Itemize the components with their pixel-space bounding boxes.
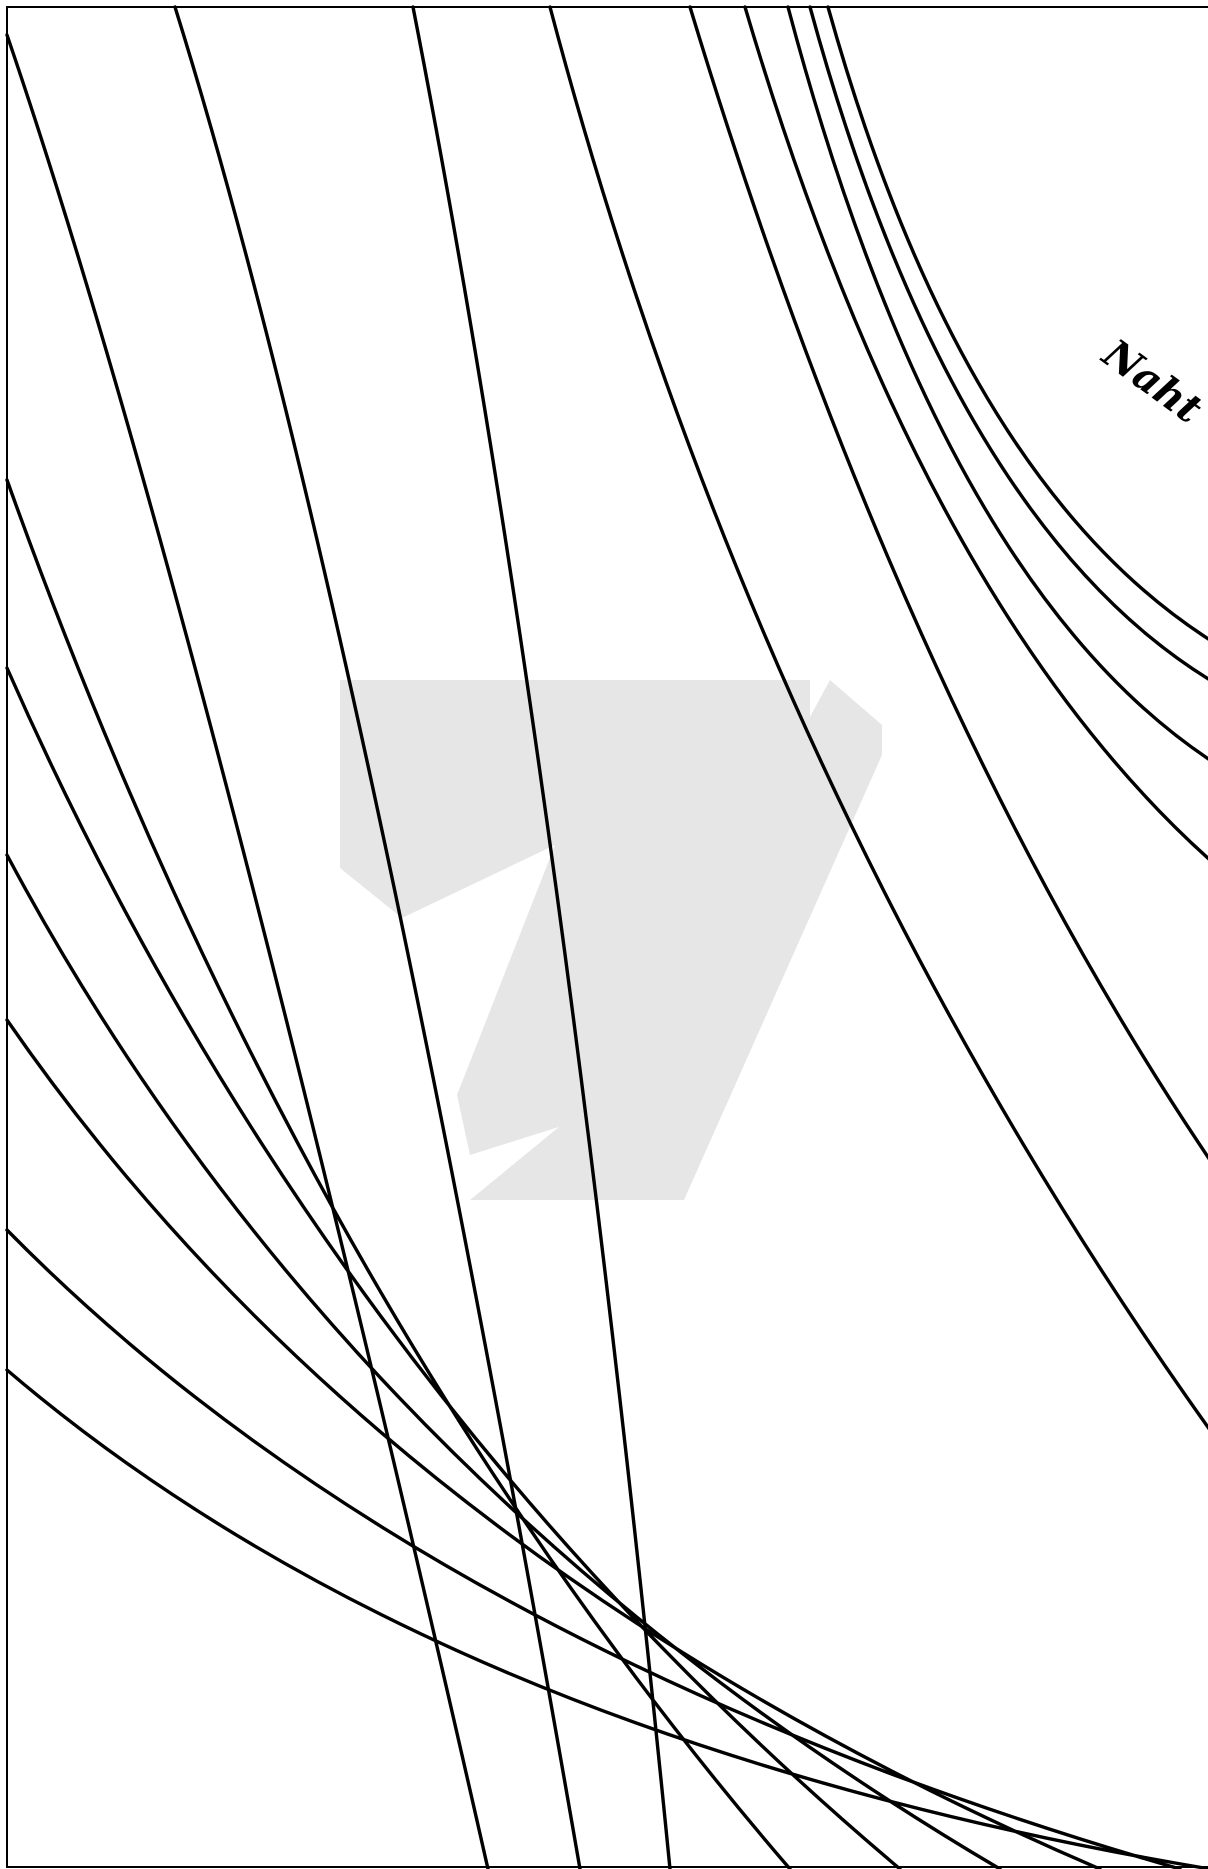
sheet-border — [6, 6, 1208, 1868]
curve-line — [548, 5, 1208, 1431]
curve-line — [411, 5, 672, 1869]
seven-logo-watermark — [340, 680, 882, 1200]
curve-line — [5, 33, 490, 1869]
curve-line — [5, 1018, 1102, 1869]
curve-line — [808, 5, 1208, 681]
curve-line — [826, 5, 1208, 641]
curve-line — [5, 853, 1002, 1869]
curve-line — [5, 478, 792, 1869]
curve-line — [743, 5, 1208, 861]
curve-lines — [5, 5, 1208, 1869]
seam-label: Naht — [1093, 329, 1208, 433]
curve-line — [786, 5, 1208, 761]
curve-line — [688, 5, 1208, 1161]
watermark-front-shape — [470, 680, 882, 1200]
curve-line — [5, 666, 902, 1869]
curve-line — [173, 5, 582, 1869]
curve-line — [5, 1368, 1208, 1869]
curve-line — [5, 1228, 1182, 1869]
watermark-back-shape — [340, 680, 810, 1155]
